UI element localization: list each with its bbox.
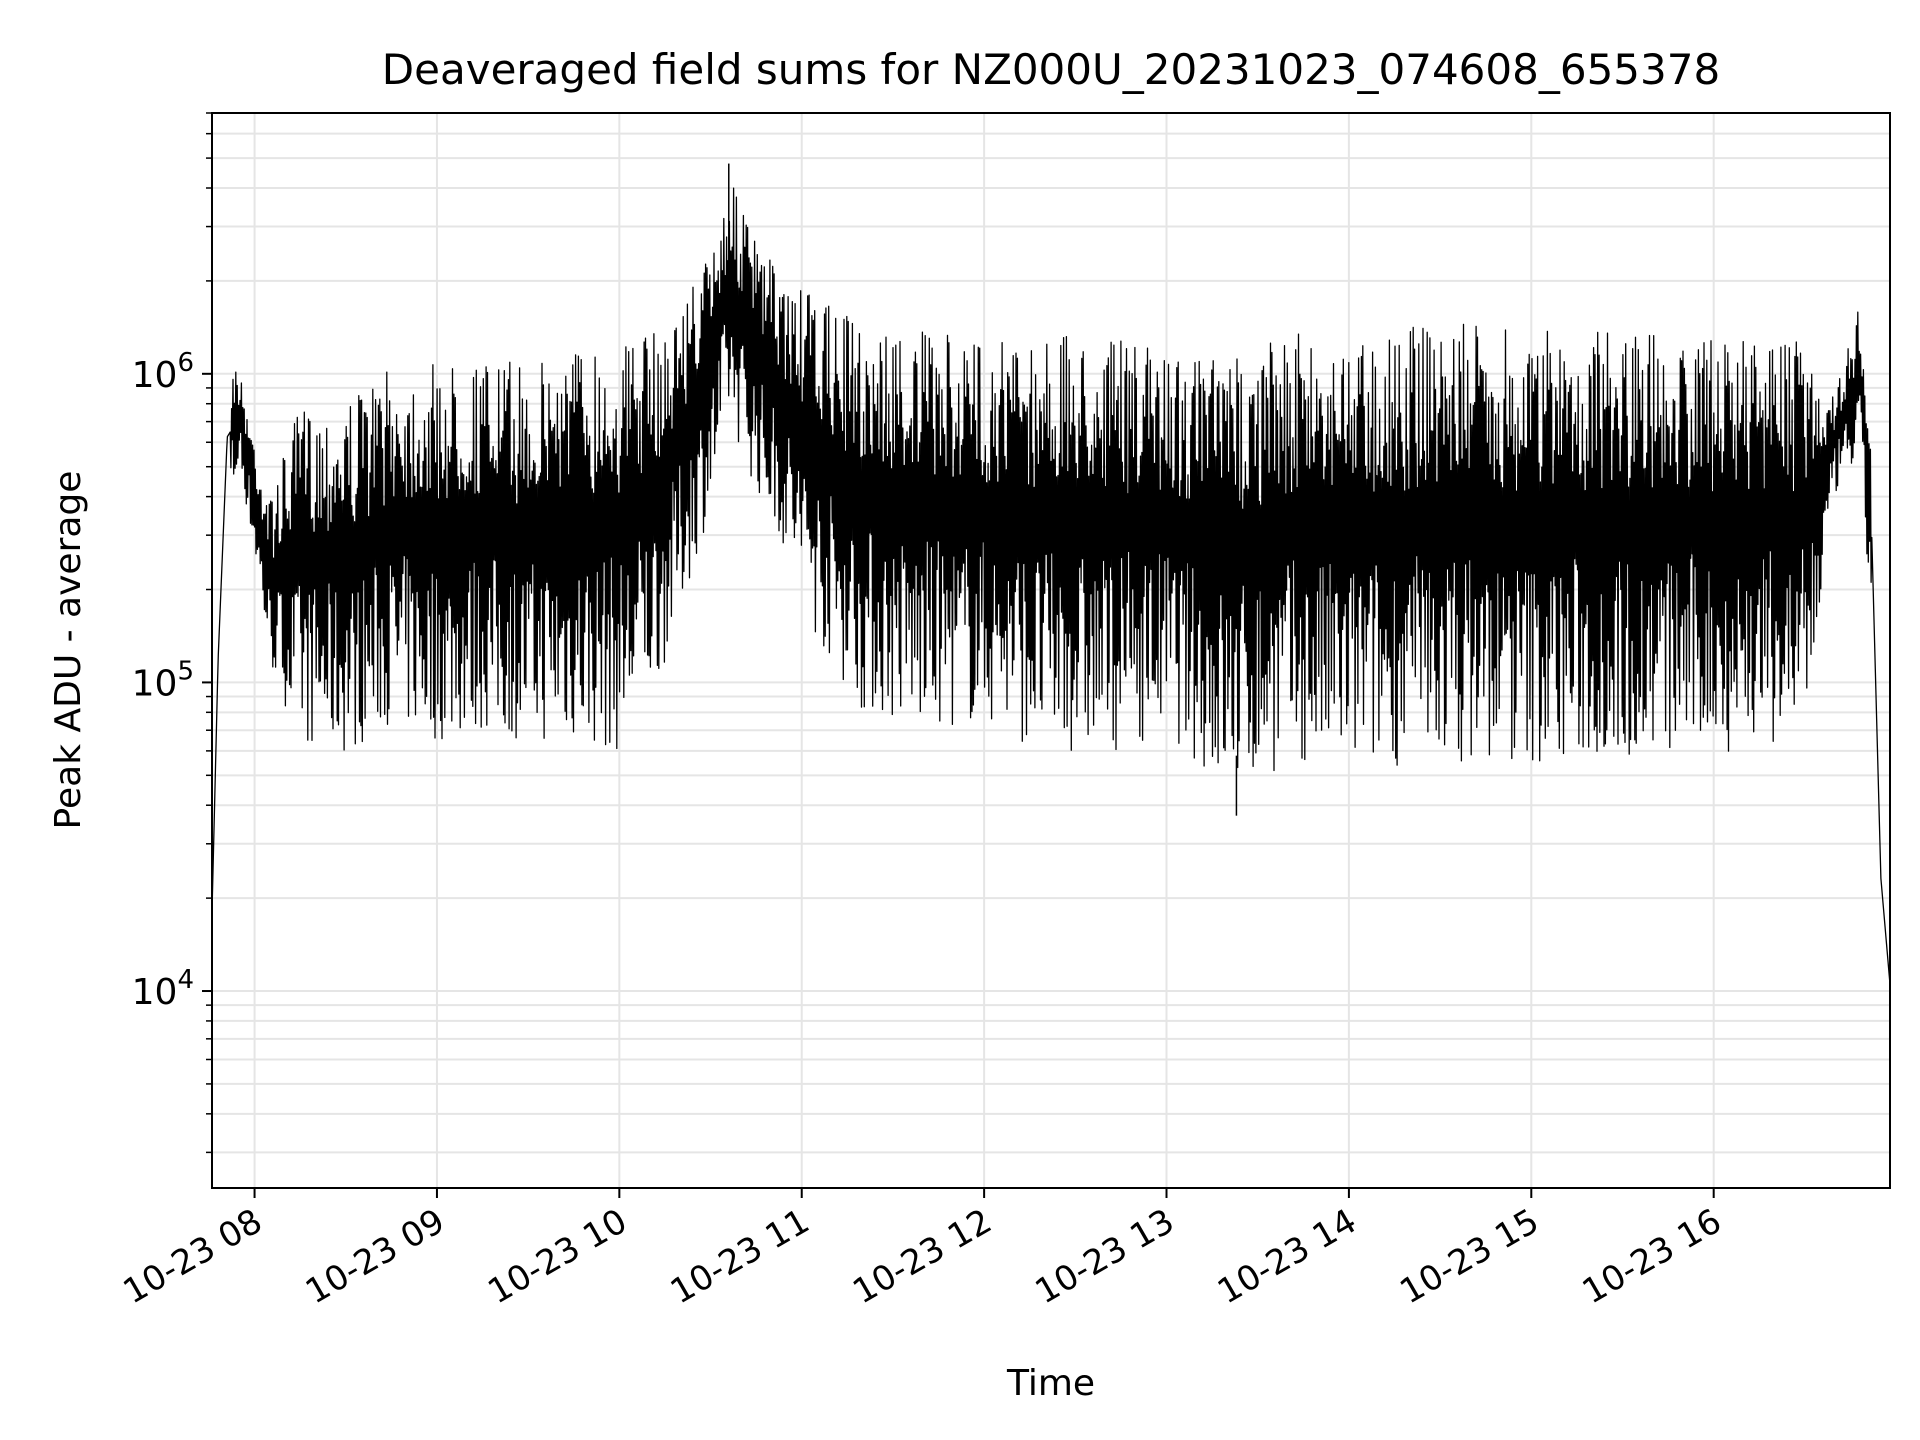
y-tick-label: 106 [132,348,194,396]
plot-frame [211,112,1891,1189]
chart-title: Deaveraged field sums for NZ000U_2023102… [382,45,1720,94]
series-line [211,187,1891,985]
y-tick-label: 105 [132,656,194,704]
y-tick-label: 104 [132,965,194,1013]
x-axis-label: Time [1006,1363,1095,1404]
y-axis-label: Peak ADU - average [48,471,89,830]
